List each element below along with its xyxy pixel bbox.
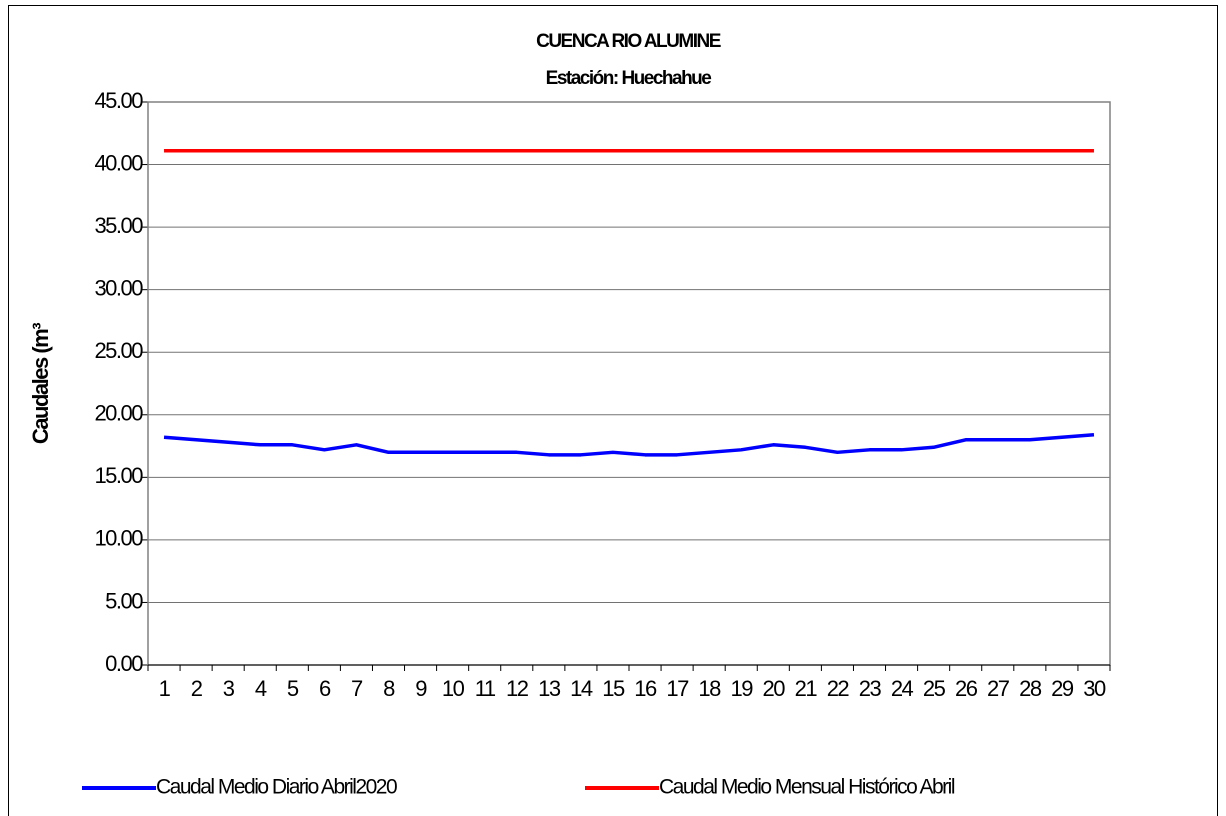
y-tick-label: 25.00: [94, 338, 143, 363]
x-tick-label: 12: [506, 676, 529, 701]
y-tick-label: 20.00: [94, 401, 143, 426]
x-tick-label: 23: [859, 676, 882, 701]
x-tick-label: 18: [698, 676, 721, 701]
y-tick-label: 15.00: [94, 463, 143, 488]
y-tick-label: 40.00: [94, 150, 143, 175]
x-tick-label: 2: [191, 676, 203, 701]
x-tick-label: 14: [570, 676, 593, 701]
legend-label: Caudal Medio Mensual Histórico Abril: [659, 776, 955, 799]
x-tick-label: 4: [255, 676, 267, 701]
chart-border: [8, 5, 1218, 816]
series-line: [163, 433, 1095, 457]
x-tick-label: 6: [319, 676, 331, 701]
x-tick-label: 8: [383, 676, 395, 701]
x-tick-label: 5: [287, 676, 299, 701]
x-tick-label: 11: [475, 676, 496, 701]
x-tick-label: 21: [795, 676, 818, 701]
x-tick-label: 16: [634, 676, 657, 701]
x-tick-label: 10: [442, 676, 465, 701]
legend-label: Caudal Medio Diario Abril2020: [156, 776, 397, 799]
y-tick-label: 5.00: [105, 588, 143, 613]
x-tick-label: 7: [351, 676, 363, 701]
y-tick-label: 10.00: [94, 526, 143, 551]
x-tick-label: 27: [987, 676, 1010, 701]
x-tick-label: 29: [1051, 676, 1074, 701]
x-tick-label: 15: [602, 676, 625, 701]
x-tick-label: 22: [827, 676, 850, 701]
x-tick-label: 3: [223, 676, 235, 701]
x-tick-label: 30: [1083, 676, 1106, 701]
y-axis-label: Caudales (m³: [28, 323, 53, 444]
x-tick-label: 19: [730, 676, 753, 701]
x-tick-label: 17: [666, 676, 689, 701]
x-tick-label: 28: [1019, 676, 1042, 701]
y-tick-label: 35.00: [94, 213, 143, 238]
x-tick-label: 13: [538, 676, 561, 701]
x-tick-label: 9: [415, 676, 427, 701]
y-tick-label: 45.00: [94, 88, 143, 113]
chart-subtitle: Estación: Huechahue: [546, 68, 712, 89]
x-tick-label: 26: [955, 676, 978, 701]
x-tick-label: 24: [891, 676, 914, 701]
x-tick-label: 1: [159, 676, 171, 701]
x-tick-label: 20: [763, 676, 786, 701]
chart-title: CUENCA RIO ALUMINE: [536, 31, 721, 52]
x-tick-label: 25: [923, 676, 946, 701]
y-tick-label: 30.00: [94, 275, 143, 300]
y-tick-label: 0.00: [105, 651, 143, 676]
